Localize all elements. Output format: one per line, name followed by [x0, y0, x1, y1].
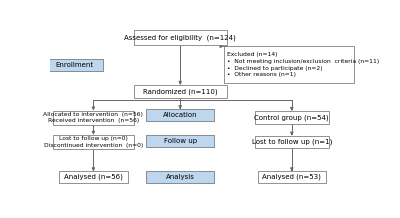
FancyBboxPatch shape: [53, 111, 134, 125]
FancyBboxPatch shape: [134, 30, 227, 46]
Text: Analysed (n=53): Analysed (n=53): [262, 174, 321, 181]
Text: Follow up: Follow up: [164, 138, 197, 144]
FancyBboxPatch shape: [146, 109, 214, 121]
Text: Allocated to intervention  (n=56)
Received intervention  (n=56): Allocated to intervention (n=56) Receive…: [44, 112, 143, 123]
FancyBboxPatch shape: [258, 171, 326, 183]
Text: Excluded (n=14)
•  Not meeting inclusion/exclusion  criteria (n=11)
•  Declined : Excluded (n=14) • Not meeting inclusion/…: [227, 52, 380, 77]
FancyBboxPatch shape: [134, 85, 227, 98]
FancyBboxPatch shape: [255, 136, 329, 148]
Text: Assessed for eligibility  (n=124): Assessed for eligibility (n=124): [124, 35, 236, 41]
Text: Analysed (n=56): Analysed (n=56): [64, 174, 123, 181]
Text: Allocation: Allocation: [163, 112, 198, 118]
Text: Lost to follow up (n=1): Lost to follow up (n=1): [252, 139, 332, 145]
FancyBboxPatch shape: [224, 46, 354, 83]
FancyBboxPatch shape: [53, 135, 134, 149]
FancyBboxPatch shape: [255, 111, 329, 124]
Text: Analysis: Analysis: [166, 174, 195, 180]
FancyBboxPatch shape: [47, 59, 103, 71]
Text: Enrollment: Enrollment: [56, 62, 94, 68]
Text: Randomized (n=110): Randomized (n=110): [143, 88, 218, 95]
Text: Control group (n=54): Control group (n=54): [254, 114, 329, 121]
Text: Lost to follow up (n=0)
Discontinued intervention  (n=0): Lost to follow up (n=0) Discontinued int…: [44, 136, 143, 148]
FancyBboxPatch shape: [146, 135, 214, 147]
FancyBboxPatch shape: [59, 171, 128, 183]
FancyBboxPatch shape: [146, 171, 214, 183]
